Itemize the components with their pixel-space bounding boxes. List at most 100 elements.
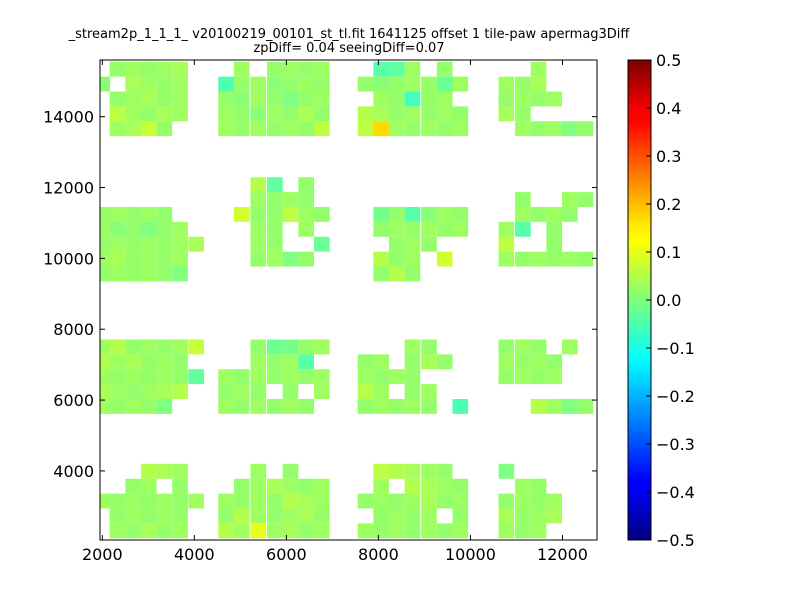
heatmap-cell (498, 493, 515, 509)
heatmap-cell (172, 266, 188, 282)
heatmap-cell (140, 236, 157, 252)
x-tick-label: 2000 (82, 545, 123, 564)
heatmap-cell (498, 76, 515, 92)
heatmap-cell (282, 251, 299, 267)
heatmap-cell (156, 354, 173, 370)
heatmap-cell (436, 121, 453, 137)
x-tick-label: 12000 (537, 545, 588, 564)
heatmap-cell (530, 508, 547, 524)
heatmap-cell (125, 493, 141, 509)
heatmap-cell (267, 192, 283, 208)
y-tick-label: 8000 (53, 320, 94, 339)
heatmap-cell (421, 354, 437, 370)
heatmap-cell (452, 399, 469, 414)
heatmap-cell (530, 339, 547, 355)
heatmap-cell (452, 106, 469, 122)
heatmap-cell (313, 339, 330, 355)
heatmap-cell (140, 121, 157, 137)
heatmap-cell (282, 384, 299, 400)
heatmap-cell (389, 463, 405, 479)
heatmap-cell (109, 399, 126, 414)
heatmap-cell (373, 523, 389, 539)
heatmap-cell (421, 463, 437, 479)
colorbar-tick-label: −0.5 (656, 531, 695, 550)
heatmap-cell (282, 399, 299, 414)
heatmap-cell (546, 354, 563, 370)
heatmap-cell (530, 354, 547, 370)
heatmap-cell (421, 221, 437, 237)
heatmap-cell (452, 207, 469, 222)
heatmap-cell (421, 523, 437, 539)
heatmap-cell (546, 207, 563, 222)
heatmap-cell (313, 91, 330, 107)
heatmap-cell (282, 463, 299, 479)
heatmap-cell (172, 61, 188, 77)
heatmap-cell (100, 384, 111, 400)
heatmap-cell (389, 106, 405, 122)
heatmap-cell (140, 251, 157, 267)
heatmap-cell (373, 354, 389, 370)
heatmap-cell (100, 266, 111, 282)
heatmap-cell (298, 177, 314, 193)
heatmap-cell (140, 266, 157, 282)
heatmap-cell (156, 508, 173, 524)
heatmap-cell (498, 106, 515, 122)
heatmap-cell (156, 369, 173, 385)
heatmap-cell (373, 106, 389, 122)
heatmap-cell (109, 61, 126, 77)
y-tick-label: 12000 (43, 179, 94, 198)
heatmap-cell (530, 493, 547, 509)
heatmap-cell (172, 339, 188, 355)
heatmap-cell (100, 221, 111, 237)
heatmap-cell (373, 221, 389, 237)
y-tick-label: 6000 (53, 391, 94, 410)
heatmap-cell (188, 236, 205, 252)
heatmap-cell (125, 399, 141, 414)
heatmap-cell (562, 192, 578, 208)
heatmap-cell (498, 523, 515, 539)
heatmap-cell (282, 354, 299, 370)
heatmap-cell (515, 91, 531, 107)
heatmap-cell (282, 369, 299, 385)
heatmap-cell (140, 384, 157, 400)
heatmap-cell (125, 339, 141, 355)
heatmap-cell (109, 384, 126, 400)
heatmap-cell (298, 339, 314, 355)
heatmap-cell (530, 251, 547, 267)
heatmap-cell (140, 399, 157, 414)
heatmap-cell (100, 207, 111, 222)
heatmap-cell (298, 61, 314, 77)
heatmap-cell (156, 221, 173, 237)
heatmap-cell (218, 91, 234, 107)
heatmap-cell (404, 384, 421, 400)
heatmap-cell (530, 369, 547, 385)
heatmap-cell (109, 121, 126, 137)
heatmap-cell (282, 478, 299, 494)
heatmap-cell (498, 221, 515, 237)
heatmap-cell (125, 369, 141, 385)
heatmap-cell (109, 266, 126, 282)
chart-title: _stream2p_1_1_1_ v20100219_00101_st_tl.f… (68, 27, 631, 42)
heatmap-cell (404, 354, 421, 370)
heatmap-cell (250, 463, 267, 479)
x-tick-label: 4000 (174, 545, 215, 564)
heatmap-cell (436, 251, 453, 267)
heatmap-cell (250, 192, 267, 208)
heatmap-cell (436, 76, 453, 92)
heatmap-cell (357, 121, 374, 137)
heatmap-cell (172, 384, 188, 400)
heatmap-cell (313, 106, 330, 122)
heatmap-cell (298, 251, 314, 267)
heatmap-cell (125, 236, 141, 252)
heatmap-cell (250, 339, 267, 355)
heatmap-cell (267, 478, 283, 494)
heatmap-cell (436, 91, 453, 107)
heatmap-cell (373, 399, 389, 414)
heatmap-cell (282, 523, 299, 539)
heatmap-cell (172, 463, 188, 479)
heatmap-cell (421, 236, 437, 252)
heatmap-cell (267, 369, 283, 385)
heatmap-cell (546, 508, 563, 524)
heatmap-cell (282, 121, 299, 137)
